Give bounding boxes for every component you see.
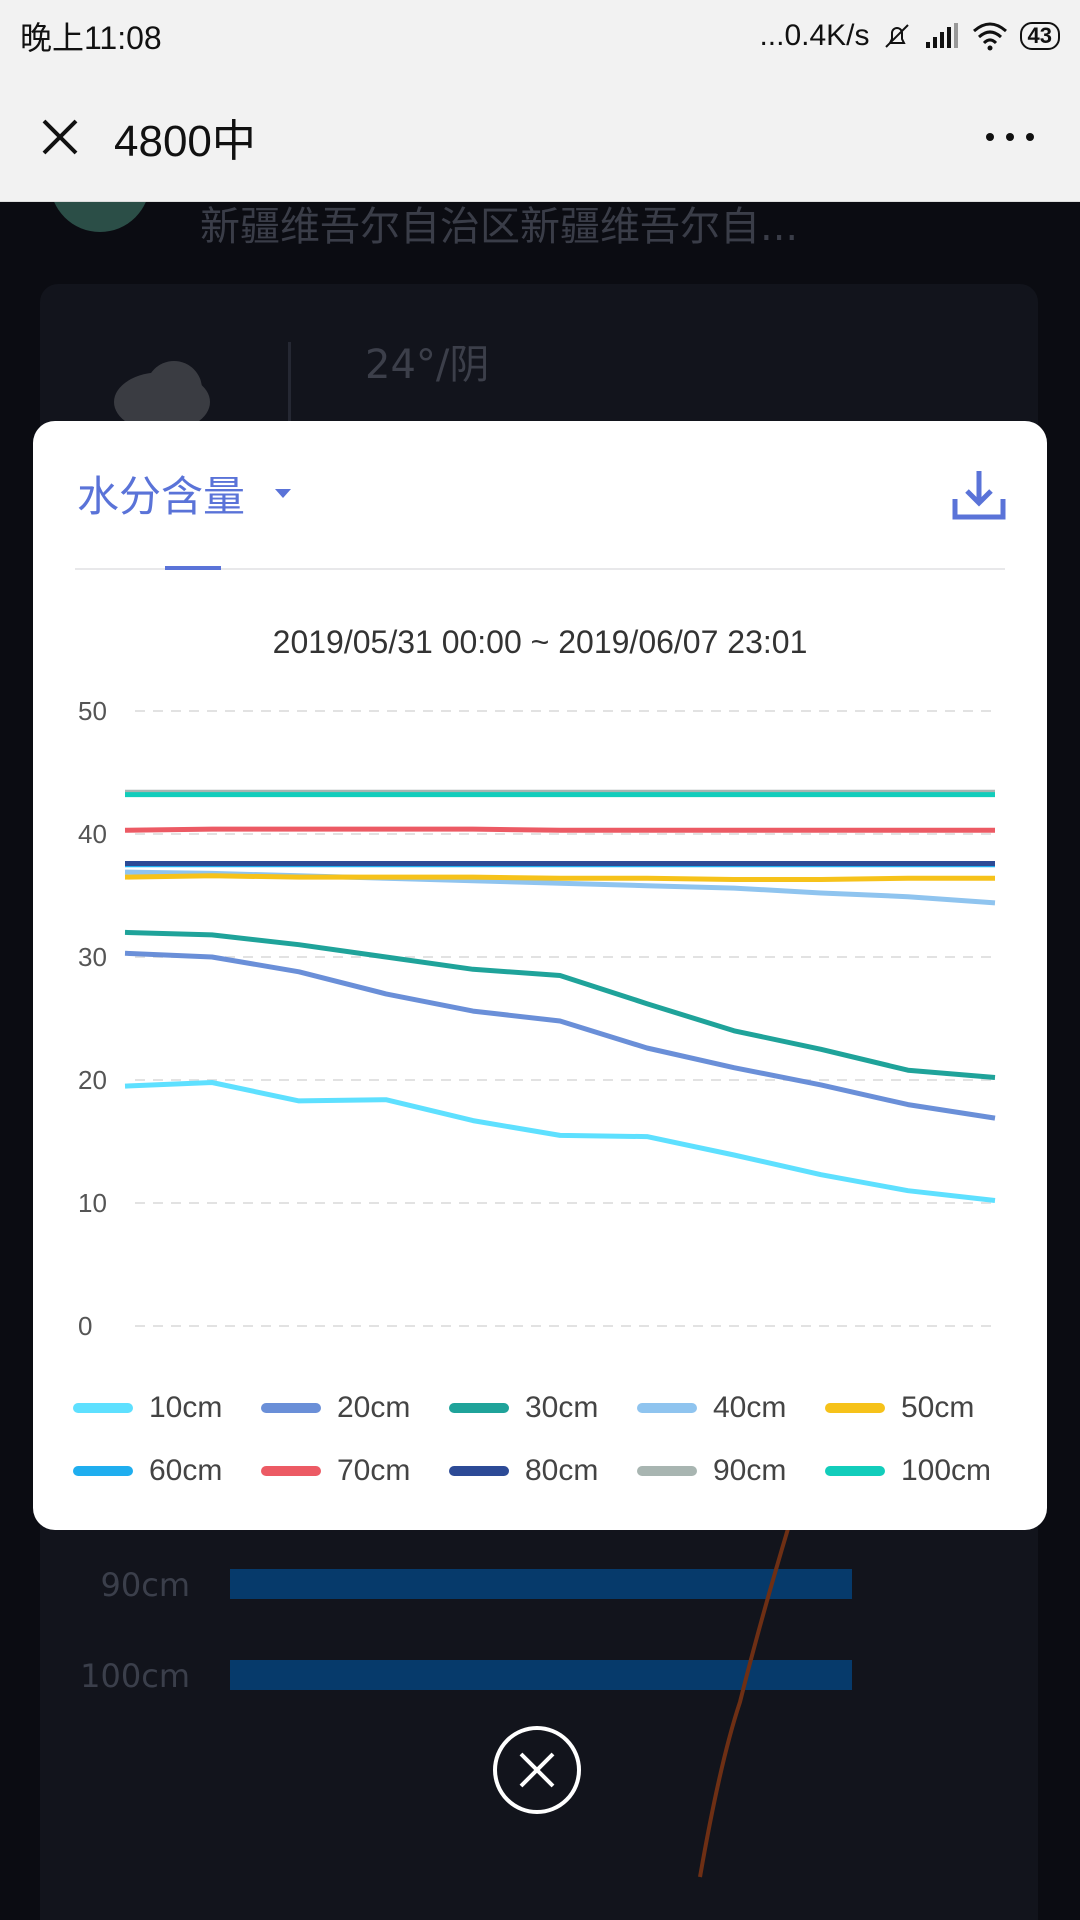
weather-text: 24°/阴 <box>365 342 490 388</box>
depth-bar-label: 90cm <box>100 1566 190 1604</box>
legend-item[interactable]: 10cm <box>73 1391 222 1425</box>
legend-swatch <box>261 1403 321 1413</box>
date-range: 2019/05/31 00:00 ~ 2019/06/07 23:01 <box>272 624 808 660</box>
status-icons: ...0.4K/s 43 <box>759 19 1060 53</box>
moisture-line-chart: 0 10 20 30 40 50 <box>78 696 996 1341</box>
y-tick-label: 40 <box>78 819 107 849</box>
legend-item[interactable]: 50cm <box>825 1391 974 1425</box>
legend-swatch <box>449 1403 509 1413</box>
legend-item[interactable]: 40cm <box>637 1391 786 1425</box>
legend-item[interactable]: 100cm <box>825 1454 991 1488</box>
close-icon <box>519 1752 555 1788</box>
legend-item[interactable]: 70cm <box>261 1454 410 1488</box>
legend-label: 40cm <box>713 1391 787 1424</box>
network-speed: ...0.4K/s <box>759 19 870 52</box>
close-icon <box>42 119 78 154</box>
status-time: 晚上11:08 <box>20 20 162 56</box>
legend-label: 20cm <box>337 1391 411 1424</box>
series-line-10cm <box>124 1080 996 1203</box>
tab-divider <box>75 568 1005 570</box>
legend-swatch <box>261 1466 321 1476</box>
signal-icon <box>925 23 958 48</box>
y-tick-label: 0 <box>78 1311 92 1341</box>
mute-bell-icon <box>884 24 909 48</box>
legend-item[interactable]: 20cm <box>261 1391 410 1425</box>
metric-title: 水分含量 <box>77 473 246 520</box>
metric-selector[interactable]: 水分含量 <box>77 463 292 524</box>
legend-label: 80cm <box>525 1454 599 1487</box>
wifi-icon <box>972 22 1007 51</box>
legend-swatch <box>449 1466 509 1476</box>
legend-label: 30cm <box>525 1391 599 1424</box>
series-line-20cm <box>124 950 996 1121</box>
legend-label: 10cm <box>149 1391 223 1424</box>
legend-item[interactable]: 90cm <box>637 1454 786 1488</box>
more-icon <box>986 133 1034 141</box>
y-tick-label: 10 <box>78 1188 107 1218</box>
y-tick-label: 50 <box>78 696 107 726</box>
dropdown-caret-icon <box>275 489 292 498</box>
legend-label: 70cm <box>337 1454 411 1487</box>
y-tick-label: 20 <box>78 1065 107 1095</box>
depth-bar <box>230 1569 852 1599</box>
close-modal-button[interactable] <box>493 1726 581 1814</box>
divider <box>288 342 291 462</box>
legend-label: 90cm <box>713 1454 787 1487</box>
legend-label: 100cm <box>901 1454 992 1487</box>
y-tick-label: 30 <box>78 942 107 972</box>
series-line-50cm <box>124 873 995 882</box>
legend-swatch <box>825 1466 885 1476</box>
status-bar: 晚上11:08 ...0.4K/s 43 <box>0 0 1080 72</box>
trend-line <box>698 1521 792 1878</box>
active-tab-indicator <box>165 566 221 570</box>
legend-swatch <box>637 1466 697 1476</box>
title-bar: 4800中 <box>0 72 1080 202</box>
legend-item[interactable]: 60cm <box>73 1454 222 1488</box>
depth-bar-row: 90cm <box>0 1565 1080 1605</box>
legend-item[interactable]: 30cm <box>449 1391 598 1425</box>
legend-item[interactable]: 80cm <box>449 1454 598 1488</box>
chart-modal: 水分含量 2019/05/31 00:00 ~ 2019/06/07 23:01… <box>33 421 1047 1530</box>
legend-label: 60cm <box>149 1454 223 1487</box>
battery-indicator: 43 <box>1019 22 1060 50</box>
series-line-70cm <box>124 826 995 833</box>
legend-swatch <box>73 1466 133 1476</box>
legend-label: 50cm <box>901 1391 975 1424</box>
legend-swatch <box>637 1403 697 1413</box>
legend-swatch <box>73 1403 133 1413</box>
address-text: 新疆维吾尔自治区新疆维吾尔自... <box>200 204 799 250</box>
close-page-button[interactable] <box>30 107 90 167</box>
series-line-30cm <box>124 929 996 1080</box>
legend-swatch <box>825 1403 885 1413</box>
depth-bar-label: 100cm <box>80 1657 190 1695</box>
page-title: 4800中 <box>114 116 256 166</box>
cloud-icon <box>114 361 210 432</box>
download-icon[interactable] <box>951 467 1007 523</box>
more-menu-button[interactable] <box>980 112 1040 162</box>
